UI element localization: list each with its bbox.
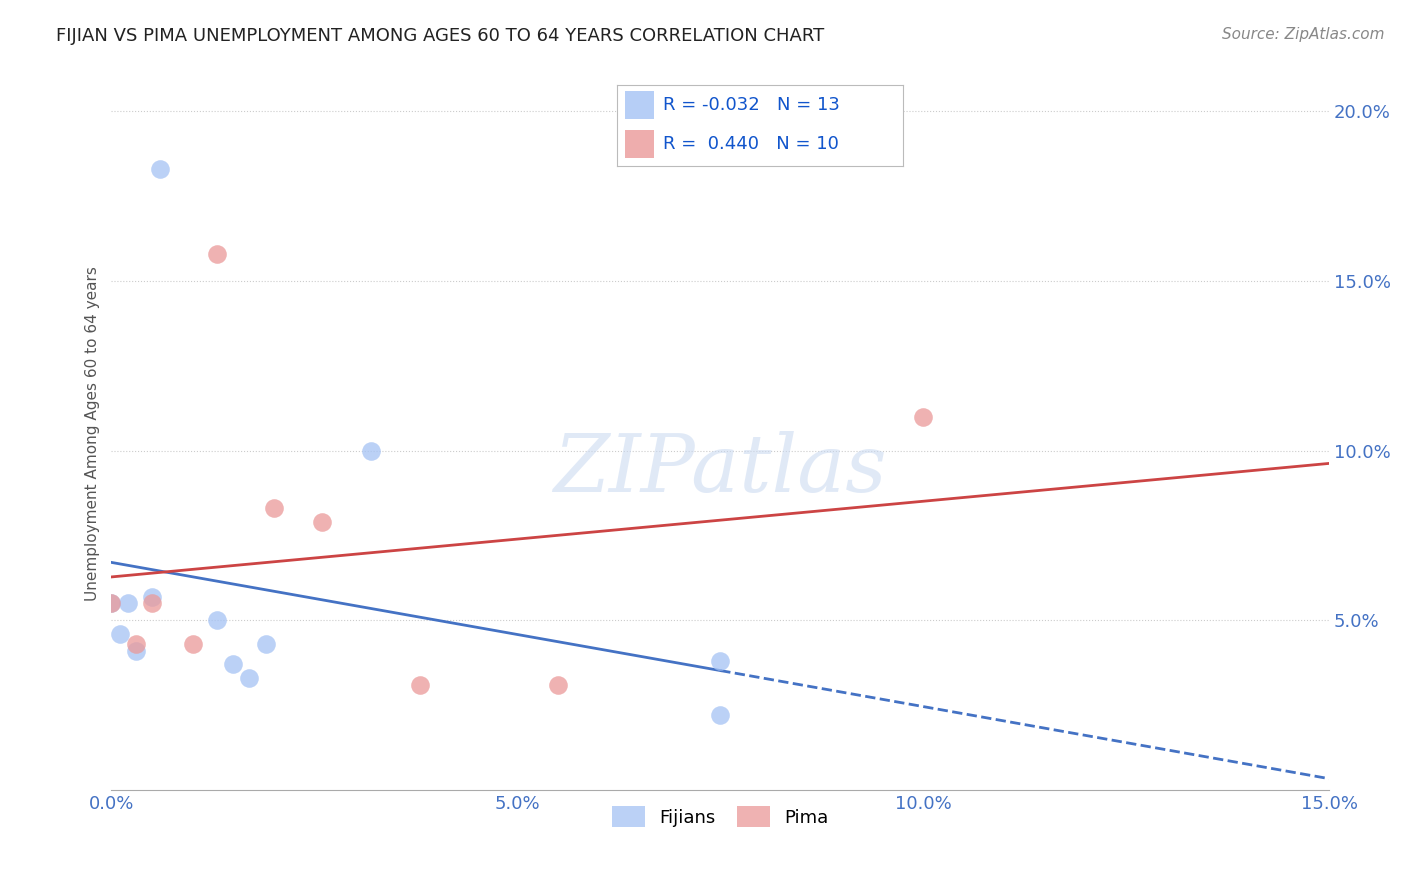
Point [205,247,228,261]
Point [125,644,148,658]
Point [409,678,432,692]
Point [709,654,731,668]
Point [912,409,935,424]
Point [125,637,148,651]
Text: ZIPatlas: ZIPatlas [554,431,887,508]
Point [254,637,277,651]
Point [108,627,131,641]
Point [709,708,731,723]
Point [117,596,139,610]
Point [100,596,122,610]
Point [149,162,172,177]
Y-axis label: Unemployment Among Ages 60 to 64 years: Unemployment Among Ages 60 to 64 years [86,266,100,601]
Text: Source: ZipAtlas.com: Source: ZipAtlas.com [1222,27,1385,42]
Point [222,657,245,672]
Point [238,671,260,685]
Text: FIJIAN VS PIMA UNEMPLOYMENT AMONG AGES 60 TO 64 YEARS CORRELATION CHART: FIJIAN VS PIMA UNEMPLOYMENT AMONG AGES 6… [56,27,824,45]
Point [141,590,163,604]
Point [181,637,204,651]
Point [141,596,163,610]
Point [311,515,333,529]
Point [263,501,285,516]
Point [360,443,382,458]
Point [547,678,569,692]
Legend: Fijians, Pima: Fijians, Pima [605,799,835,834]
Point [205,613,228,627]
Point [100,596,122,610]
